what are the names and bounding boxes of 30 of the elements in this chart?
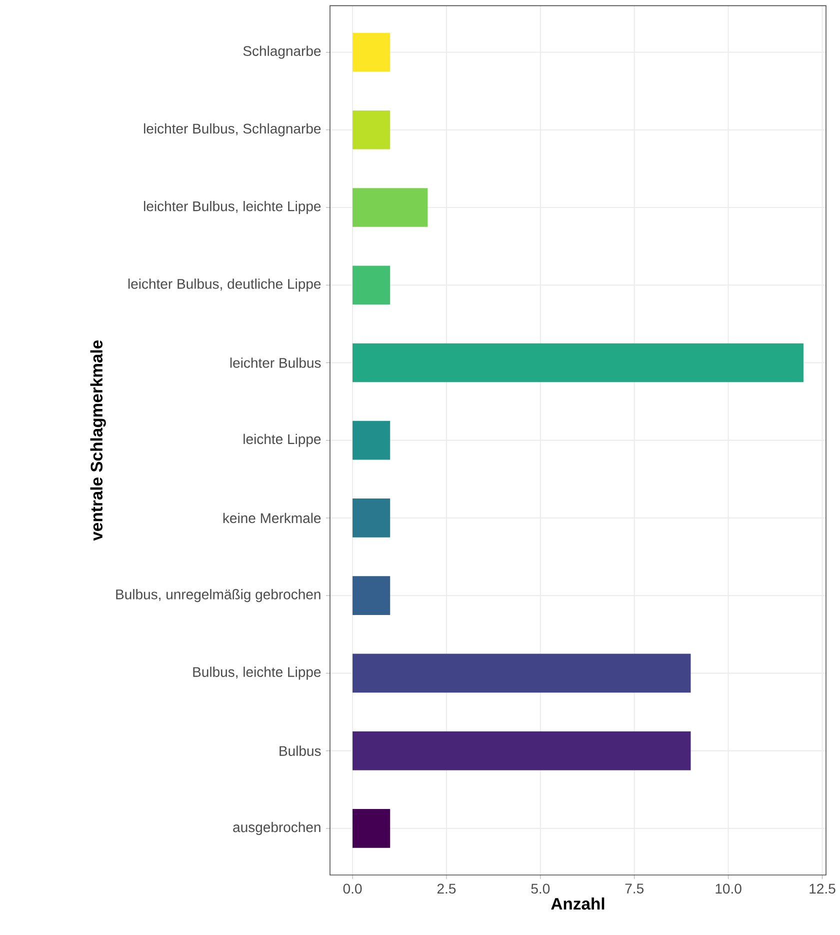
bar [352, 809, 390, 848]
y-tick-label: Schlagnarbe [243, 46, 320, 59]
y-tick-label: keine Merkmale [223, 512, 320, 524]
y-tick-label: leichter Bulbus, deutliche Lippe [128, 278, 320, 292]
x-tick-label: 7.5 [625, 884, 644, 894]
x-tick-label: 2.5 [437, 884, 456, 894]
bar [352, 188, 428, 227]
y-tick-label: leichte Lippe [243, 434, 320, 447]
bar [352, 654, 691, 693]
bar [352, 266, 390, 304]
bar [352, 498, 390, 538]
y-tick-label: Bulbus, unregelmäßig gebrochen [116, 589, 320, 602]
bar [352, 343, 804, 382]
bar [352, 731, 691, 770]
y-tick-label: leichter Bulbus, leichte Lippe [144, 200, 320, 214]
bar [352, 420, 390, 460]
y-tick-label: Bulbus, leichte Lippe [193, 666, 320, 680]
x-tick-label: 12.5 [810, 884, 836, 894]
x-tick-label: 0.0 [343, 884, 362, 894]
x-tick-label: 10.0 [716, 884, 742, 894]
y-axis-title: ventrale Schlagmerkmale [90, 340, 106, 541]
y-tick-label: leichter Bulbus, Schlagnarbe [144, 123, 320, 136]
y-tick-label: leichter Bulbus [230, 358, 321, 368]
bar [352, 576, 390, 615]
bar [352, 110, 390, 150]
bar [352, 32, 390, 72]
y-tick-label: Bulbus [279, 746, 321, 756]
y-tick-label: ausgebrochen [232, 822, 320, 835]
x-tick-label: 5.0 [531, 884, 550, 894]
x-axis-title: Anzahl [550, 897, 604, 910]
